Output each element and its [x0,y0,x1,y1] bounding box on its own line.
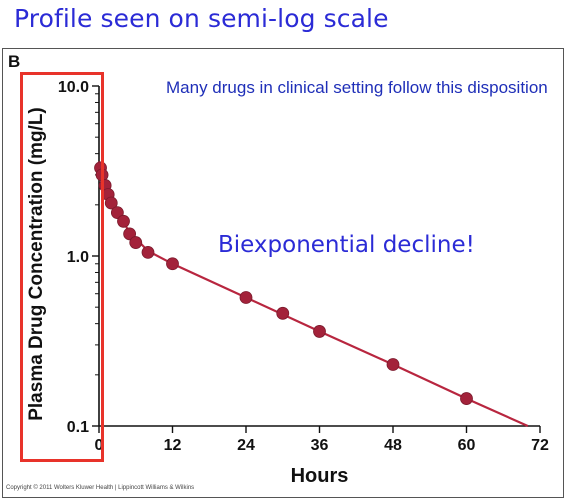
data-point [104,196,118,210]
data-point [313,325,326,338]
y-tick-label: 10.0 [58,79,89,96]
y-tick-label: 0.1 [67,419,89,436]
data-points-group [94,161,473,405]
data-point [276,306,290,320]
x-axis-label: Hours [291,465,349,487]
data-point [117,214,130,228]
fit-curve-group [97,161,529,428]
data-point [141,245,155,259]
x-tick-label: 12 [164,437,182,454]
data-point [123,227,137,241]
x-tick-label: 48 [384,437,402,454]
fit-curve [97,161,529,428]
copyright-text: Copyright © 2011 Wolters Kluwer Health |… [6,485,195,491]
x-tick-label: 0 [95,437,104,454]
data-point [460,392,473,405]
clinical-note: Many drugs in clinical setting follow th… [166,78,548,97]
y-axis-label: Plasma Drug Concentration (mg/L) [26,107,47,421]
slide-title: Profile seen on semi-log scale [14,4,389,33]
x-tick-label: 72 [531,437,549,454]
x-tick-label: 24 [237,437,255,454]
data-point [239,291,253,304]
biexponential-callout: Biexponential decline! [218,232,475,258]
y-tick-label: 1.0 [67,249,89,266]
x-tick-label: 60 [458,437,476,454]
x-tick-label: 36 [311,437,329,454]
panel-letter: B [8,52,21,71]
data-point [110,206,124,220]
data-point [129,236,143,249]
early-phase-highlight-box [20,72,104,462]
data-point [166,257,179,271]
chart-panel: B [2,48,564,498]
chart-axes: 0.1 1.0 10.0 0 12 24 36 48 60 72 Hours Plasma Drug … [26,79,549,487]
data-point [386,358,400,371]
